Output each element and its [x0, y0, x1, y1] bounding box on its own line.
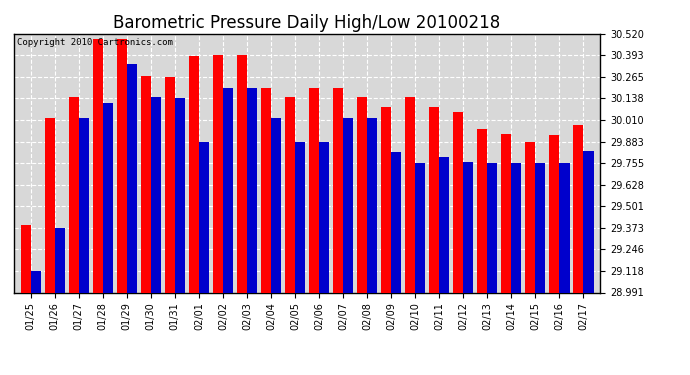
Bar: [295, 141, 305, 292]
Bar: [79, 118, 89, 292]
Bar: [30, 271, 41, 292]
Bar: [45, 118, 55, 292]
Bar: [213, 55, 223, 292]
Bar: [584, 152, 593, 292]
Bar: [535, 163, 546, 292]
Bar: [309, 88, 319, 292]
Bar: [367, 118, 377, 292]
Bar: [151, 97, 161, 292]
Bar: [525, 141, 535, 292]
Bar: [381, 106, 391, 292]
Bar: [189, 56, 199, 292]
Bar: [415, 163, 425, 292]
Bar: [440, 157, 449, 292]
Bar: [463, 162, 473, 292]
Bar: [405, 97, 415, 292]
Bar: [127, 64, 137, 292]
Bar: [560, 163, 569, 292]
Bar: [237, 55, 247, 292]
Bar: [175, 98, 185, 292]
Bar: [511, 163, 522, 292]
Bar: [141, 76, 151, 292]
Bar: [261, 88, 271, 292]
Bar: [549, 135, 560, 292]
Bar: [92, 39, 103, 292]
Bar: [391, 152, 402, 292]
Text: Copyright 2010 Cartronics.com: Copyright 2010 Cartronics.com: [17, 38, 172, 46]
Bar: [343, 118, 353, 292]
Bar: [333, 88, 343, 292]
Bar: [165, 77, 175, 292]
Bar: [357, 97, 367, 292]
Bar: [501, 135, 511, 292]
Bar: [429, 106, 440, 292]
Bar: [103, 103, 113, 292]
Bar: [247, 88, 257, 292]
Bar: [68, 97, 79, 292]
Bar: [55, 228, 65, 292]
Bar: [271, 118, 281, 292]
Bar: [453, 112, 463, 292]
Bar: [477, 129, 487, 292]
Bar: [573, 125, 584, 292]
Bar: [319, 141, 329, 292]
Bar: [21, 225, 30, 292]
Title: Barometric Pressure Daily High/Low 20100218: Barometric Pressure Daily High/Low 20100…: [113, 14, 501, 32]
Bar: [223, 88, 233, 292]
Bar: [285, 97, 295, 292]
Bar: [117, 39, 127, 292]
Bar: [199, 141, 209, 292]
Bar: [487, 163, 497, 292]
